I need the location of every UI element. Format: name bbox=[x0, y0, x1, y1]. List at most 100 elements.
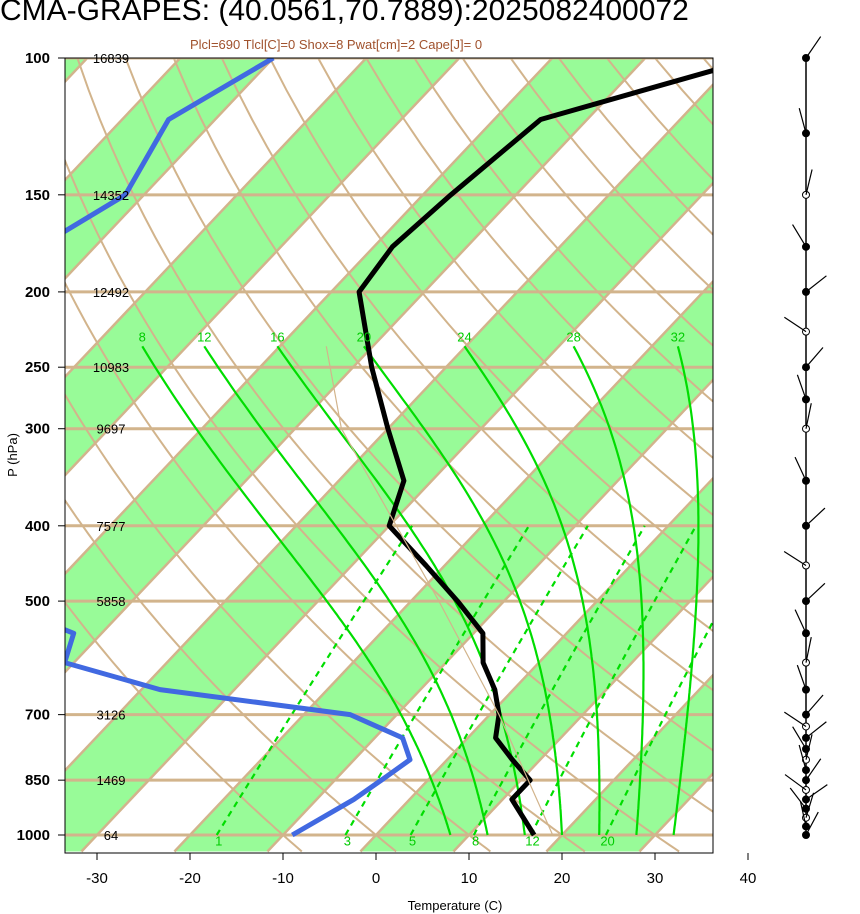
x-tick-label: 30 bbox=[647, 870, 664, 887]
dry-adiabat bbox=[76, 58, 713, 813]
isotherm-line bbox=[545, 673, 713, 853]
moist-adiabat bbox=[463, 345, 601, 835]
isotherm-line bbox=[452, 574, 713, 853]
mixing-ratio-label: 3 bbox=[344, 834, 351, 849]
mixing-ratio-label: 1 bbox=[215, 834, 222, 849]
isotherm-line bbox=[65, 58, 368, 379]
isotherm-band bbox=[65, 84, 713, 852]
mixing-ratio-lines bbox=[215, 525, 713, 836]
profiles bbox=[65, 58, 713, 838]
wind-barb bbox=[784, 711, 807, 727]
isotherm-line bbox=[65, 58, 275, 281]
wind-barb bbox=[805, 758, 822, 781]
height-label: 64 bbox=[104, 828, 118, 843]
wind-barb bbox=[805, 784, 828, 800]
wind-barb bbox=[805, 403, 812, 429]
dry-adiabat bbox=[413, 58, 713, 403]
isotherm-band bbox=[732, 0, 860, 851]
x-axis-label: Temperature (C) bbox=[408, 898, 503, 913]
moist-adiabats bbox=[141, 345, 700, 836]
y-tick-label: 700 bbox=[25, 707, 50, 724]
wind-barb bbox=[784, 316, 807, 333]
height-label: 9697 bbox=[97, 422, 126, 437]
wind-barb bbox=[805, 169, 813, 195]
height-label: 1469 bbox=[97, 773, 126, 788]
y-tick-label: 100 bbox=[25, 50, 50, 67]
wind-barb bbox=[794, 456, 807, 481]
temperature-profile bbox=[356, 67, 713, 837]
chart-title: CMA-GRAPES: (40.0561,70.7889):2025082400… bbox=[0, 0, 689, 27]
dry-adiabat bbox=[220, 58, 713, 633]
wind-barb bbox=[789, 787, 807, 810]
height-label: 12492 bbox=[93, 285, 129, 300]
x-tick-label: -10 bbox=[272, 870, 294, 887]
isotherm-line bbox=[825, 0, 860, 851]
isotherm-bands bbox=[65, 0, 860, 853]
y-tick-label: 150 bbox=[25, 187, 50, 204]
wind-barb bbox=[805, 582, 826, 602]
y-tick-label: 1000 bbox=[17, 827, 50, 844]
mixing-ratio-line bbox=[215, 525, 414, 836]
wind-barb bbox=[805, 811, 819, 836]
moist-adiabat bbox=[572, 345, 645, 836]
mixing-ratio-line bbox=[529, 525, 697, 836]
isotherm-line bbox=[65, 82, 713, 773]
dewpoint-profile bbox=[65, 58, 413, 838]
moist-adiabat-label: 20 bbox=[357, 329, 371, 344]
isotherm-line bbox=[266, 378, 713, 853]
mixing-ratio-line bbox=[472, 525, 646, 836]
x-tick-label: -30 bbox=[86, 870, 108, 887]
wind-barb bbox=[783, 550, 807, 567]
moist-adiabat bbox=[363, 345, 564, 836]
x-tick-label: 40 bbox=[740, 870, 757, 887]
mixing-ratio-label: 20 bbox=[600, 834, 614, 849]
mixing-ratio-label: 12 bbox=[525, 834, 539, 849]
isotherm-line bbox=[173, 279, 713, 853]
isotherm-line bbox=[65, 58, 554, 576]
moist-adiabat bbox=[203, 345, 489, 836]
moist-adiabat-label: 16 bbox=[270, 329, 284, 344]
x-tick-label: -20 bbox=[179, 870, 201, 887]
wind-barb bbox=[805, 275, 827, 293]
isotherm-line bbox=[65, 58, 182, 182]
wind-barb bbox=[805, 694, 824, 716]
wind-barb bbox=[805, 36, 822, 59]
moist-adiabat-label: 24 bbox=[457, 329, 471, 344]
wind-barb bbox=[796, 664, 807, 690]
moist-adiabat-label: 28 bbox=[566, 329, 580, 344]
axes: 1001502002503004005007008501000168391435… bbox=[17, 50, 757, 887]
isotherm-line bbox=[732, 0, 860, 851]
mixing-ratio-label: 8 bbox=[472, 834, 479, 849]
parcel-profile bbox=[325, 346, 554, 836]
isotherm-line bbox=[65, 58, 647, 674]
height-label: 10983 bbox=[93, 360, 129, 375]
mixing-ratio-line bbox=[409, 525, 589, 836]
y-tick-label: 300 bbox=[25, 421, 50, 438]
wind-barb bbox=[792, 224, 807, 248]
wind-profile bbox=[783, 36, 828, 839]
wind-barb bbox=[792, 726, 807, 750]
moist-adiabat bbox=[141, 345, 452, 836]
wind-barb bbox=[796, 374, 807, 400]
dry-adiabat bbox=[268, 58, 713, 574]
dry-adiabat bbox=[316, 58, 713, 517]
wind-barb bbox=[794, 609, 807, 634]
mixing-ratio-line bbox=[604, 619, 713, 836]
moist-adiabat-label: 12 bbox=[197, 329, 211, 344]
mixing-ratio-label: 5 bbox=[409, 834, 416, 849]
y-tick-label: 850 bbox=[25, 772, 50, 789]
wind-barb bbox=[805, 637, 812, 663]
y-tick-label: 400 bbox=[25, 518, 50, 535]
y-axis-label: P (hPa) bbox=[5, 433, 20, 477]
wind-barb bbox=[798, 108, 807, 134]
x-tick-label: 10 bbox=[461, 870, 478, 887]
moist-adiabat-label: 8 bbox=[139, 329, 146, 344]
y-tick-label: 500 bbox=[25, 593, 50, 610]
isotherm-line bbox=[65, 58, 461, 478]
dry-adiabat bbox=[767, 22, 860, 851]
wind-barb bbox=[805, 734, 813, 760]
plot-frame bbox=[64, 57, 714, 854]
wind-barb bbox=[805, 347, 824, 368]
height-label: 3126 bbox=[97, 708, 126, 723]
